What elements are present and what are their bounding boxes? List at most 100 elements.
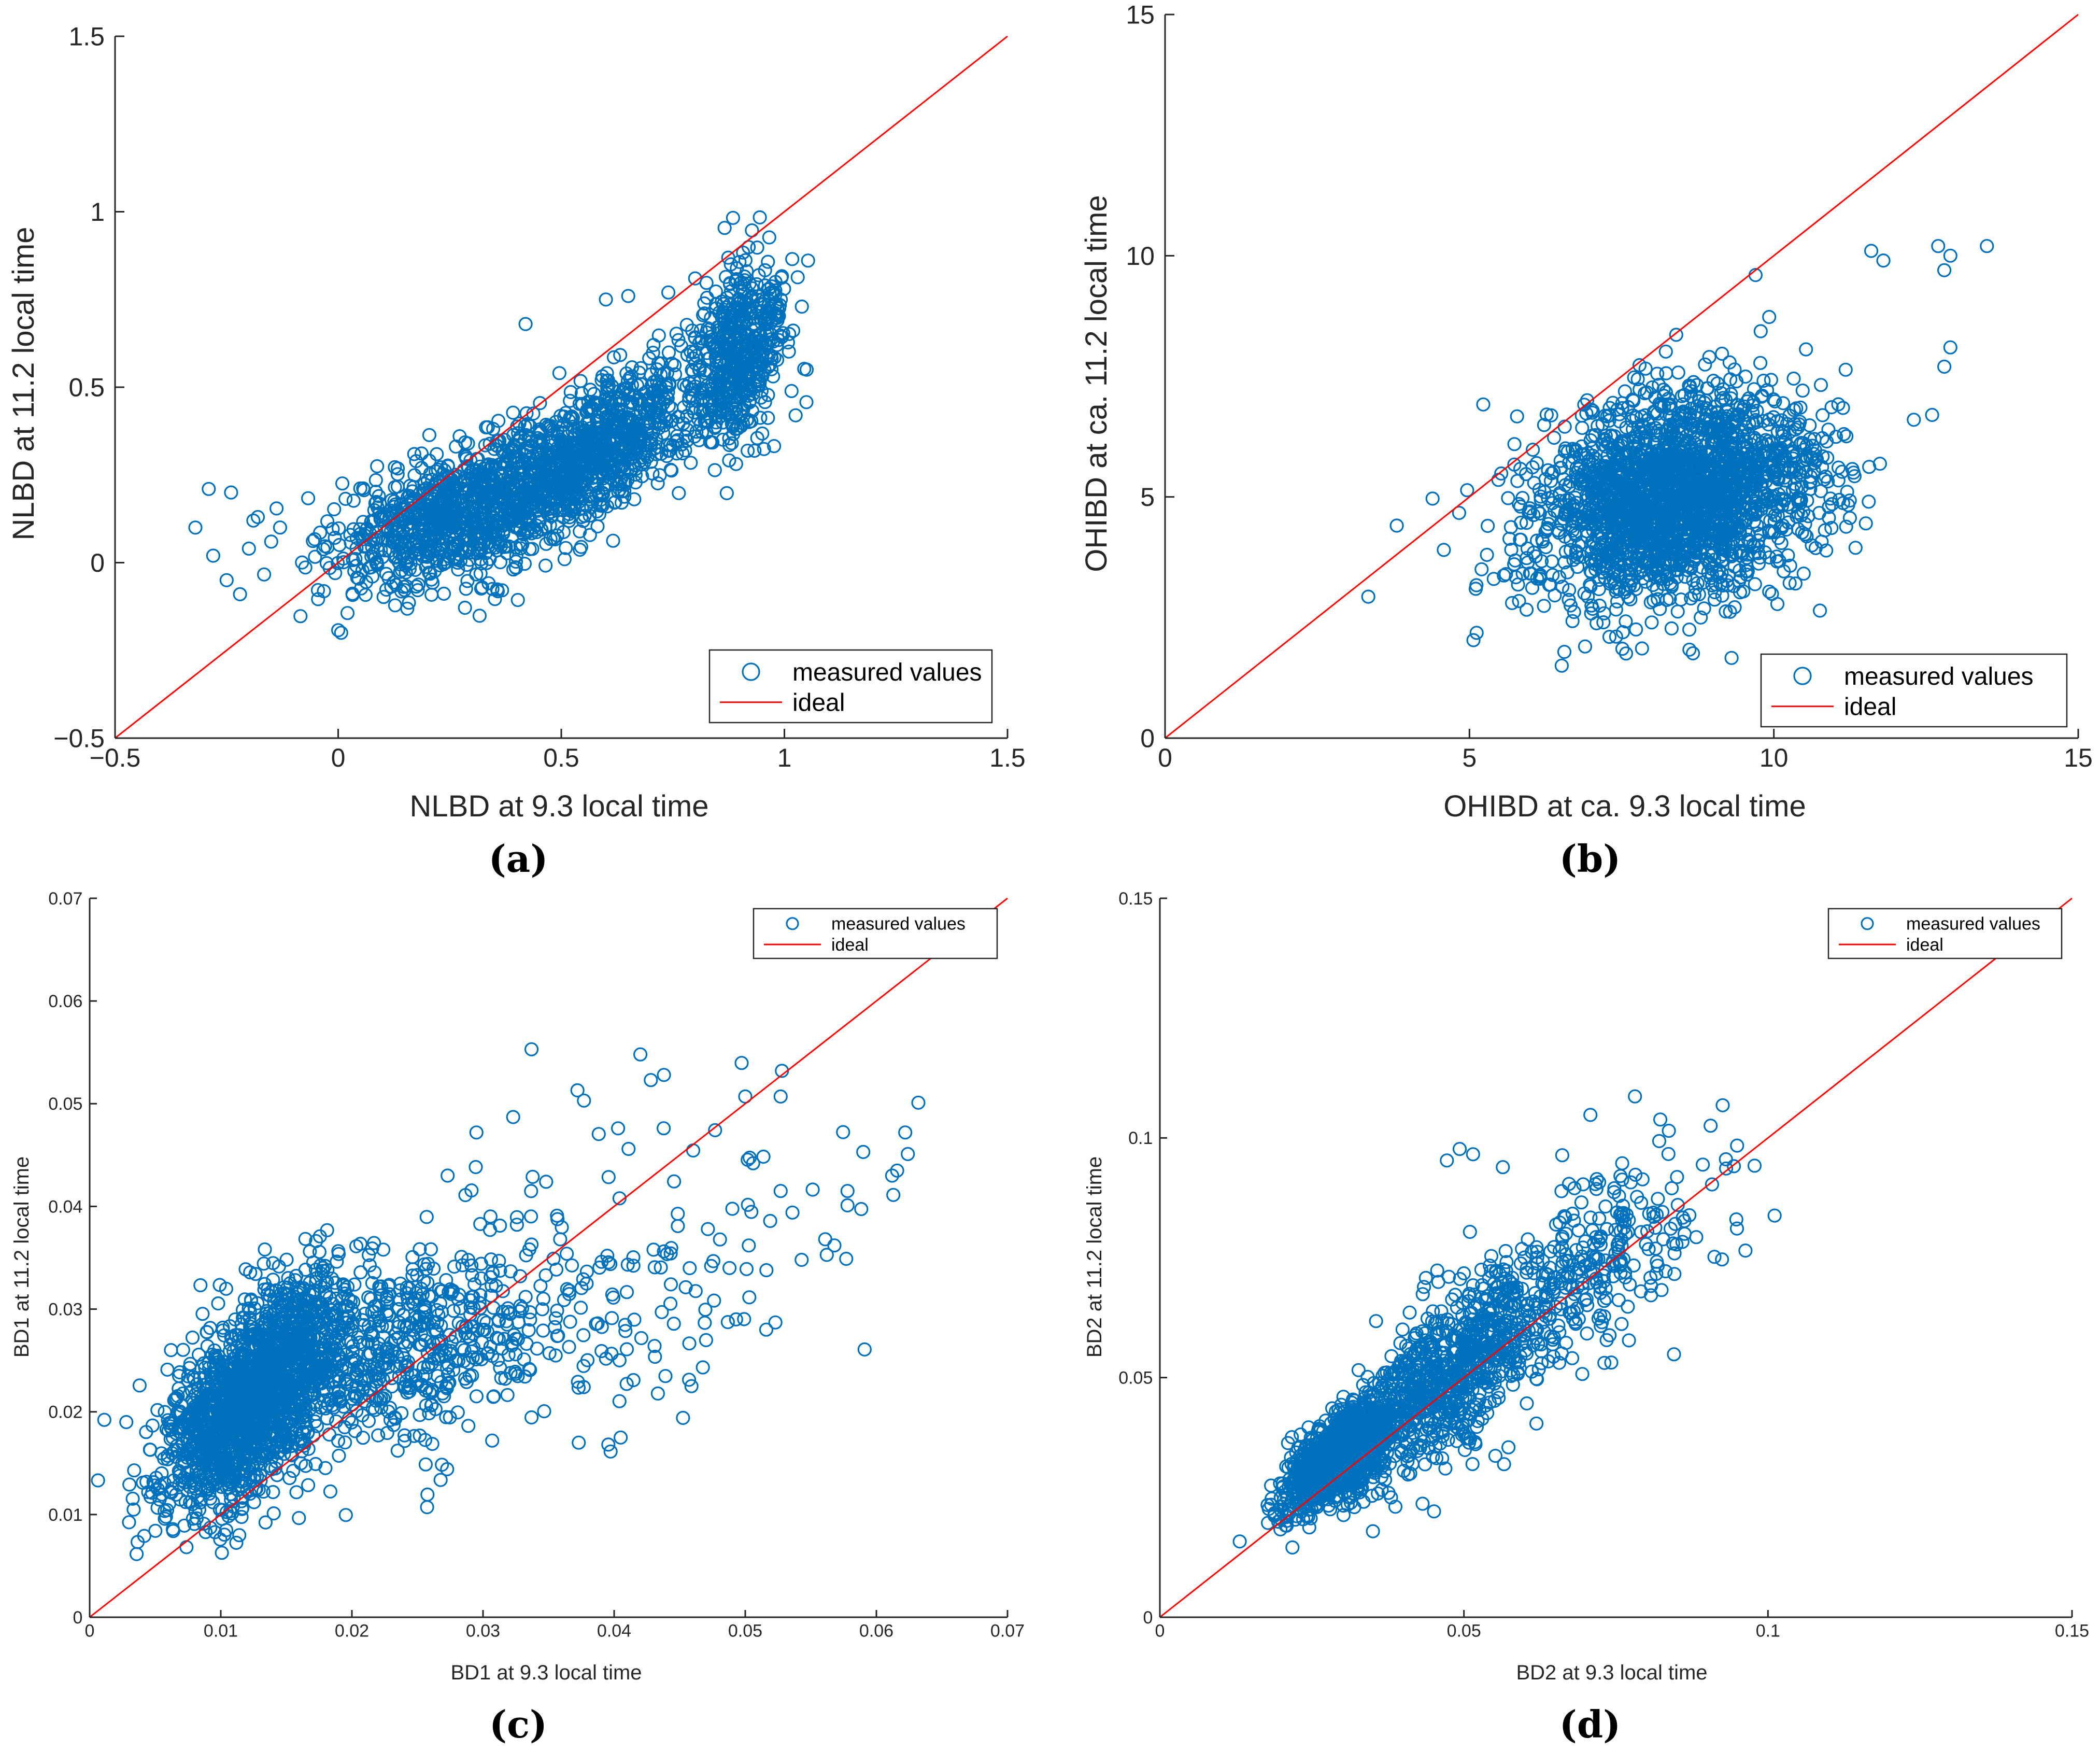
data-point	[1671, 365, 1685, 380]
data-point	[480, 500, 495, 515]
data-point	[1505, 596, 1520, 611]
data-point	[499, 540, 513, 554]
data-point	[422, 454, 437, 468]
data-point	[1937, 359, 1952, 374]
data-point	[422, 504, 437, 519]
data-point	[402, 596, 416, 610]
data-point	[1724, 651, 1739, 665]
data-point	[370, 459, 385, 474]
data-point	[1578, 639, 1593, 654]
data-point	[306, 534, 320, 548]
data-point	[409, 579, 423, 594]
data-point	[407, 447, 421, 461]
data-point	[336, 555, 351, 570]
data-point	[625, 378, 640, 392]
data-point	[1682, 642, 1697, 657]
data-point	[1389, 518, 1404, 533]
data-point	[1698, 357, 1712, 372]
data-point	[258, 1242, 272, 1257]
data-point	[784, 384, 799, 399]
data-point	[664, 463, 679, 478]
data-point	[376, 531, 391, 546]
data-point	[1670, 604, 1685, 619]
y-tick-label: 0	[1140, 724, 1155, 753]
data-point	[451, 562, 465, 577]
data-point	[495, 583, 509, 598]
x-tick-label: 5	[1462, 743, 1477, 772]
data-point	[130, 1547, 144, 1561]
data-point	[422, 428, 437, 442]
data-point	[353, 527, 368, 541]
y-tick-label: 0	[90, 548, 105, 577]
data-point	[202, 482, 216, 496]
panel-c-ylabel: BD1 at 11.2 local time	[10, 1156, 33, 1358]
data-point	[257, 567, 272, 582]
data-point	[393, 497, 408, 512]
data-point	[1980, 239, 1994, 253]
data-point	[469, 502, 484, 517]
data-point	[331, 623, 346, 638]
data-point	[301, 491, 316, 505]
data-point	[494, 469, 508, 483]
data-point	[376, 590, 391, 604]
data-point	[328, 530, 342, 545]
data-point	[573, 374, 588, 388]
ideal-line	[1165, 13, 2079, 739]
panel-a-ylabel: NLBD at 11.2 local time	[7, 227, 40, 541]
data-point	[1943, 340, 1957, 355]
data-point	[592, 507, 607, 521]
y-tick-label: −0.5	[53, 724, 105, 753]
data-point	[224, 485, 238, 500]
data-point	[794, 299, 809, 314]
data-point	[1629, 622, 1643, 637]
panel-a-xlabel: NLBD at 9.3 local time	[409, 789, 708, 823]
data-point	[545, 508, 559, 522]
data-point	[672, 486, 686, 500]
data-point	[707, 463, 722, 477]
panel-b-caption: (b)	[1559, 837, 1621, 881]
data-point	[428, 529, 442, 544]
data-point	[508, 554, 523, 569]
data-point	[367, 552, 382, 566]
data-point	[412, 537, 427, 552]
data-point	[1361, 589, 1375, 604]
data-point	[206, 548, 220, 563]
data-point	[543, 518, 557, 532]
data-point	[538, 558, 553, 573]
legend-label-measured: measured values	[1844, 663, 2034, 690]
data-point	[790, 270, 805, 285]
data-point	[1858, 516, 1873, 531]
panel-a-caption: (a)	[489, 837, 548, 881]
data-point	[1644, 615, 1659, 630]
data-point	[450, 555, 465, 570]
data-point	[478, 461, 493, 476]
data-point	[785, 252, 800, 266]
data-point	[469, 567, 484, 582]
data-point	[437, 482, 452, 497]
data-point	[1762, 584, 1777, 599]
data-point	[600, 499, 615, 514]
data-point	[368, 473, 383, 487]
y-tick-label: 10	[1126, 242, 1155, 271]
data-point	[322, 561, 337, 575]
data-point	[1686, 646, 1700, 661]
data-point	[501, 458, 515, 472]
data-point	[559, 541, 573, 555]
data-point	[1664, 621, 1679, 636]
data-point	[409, 539, 424, 554]
data-point	[371, 543, 386, 558]
data-point	[518, 317, 533, 331]
data-point	[1931, 239, 1946, 253]
data-point	[1425, 491, 1440, 506]
data-point	[439, 501, 454, 515]
panel-b-ylabel: OHIBD at ca. 11.2 local time	[1080, 195, 1113, 572]
data-point	[343, 528, 358, 542]
data-point	[557, 552, 572, 567]
data-point	[400, 601, 415, 616]
data-point	[517, 556, 532, 571]
data-point	[646, 337, 661, 352]
data-point	[334, 626, 348, 640]
data-point	[441, 459, 456, 474]
